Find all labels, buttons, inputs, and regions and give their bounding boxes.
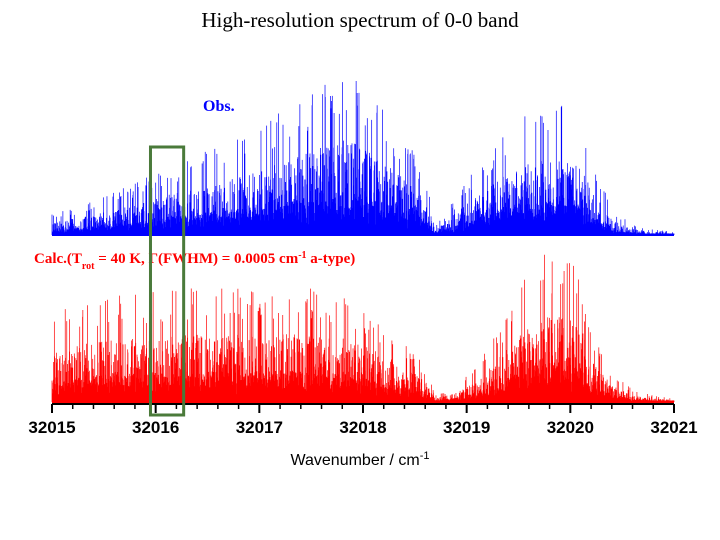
calc-label-suffix: a-type) [307, 251, 356, 267]
x-tick-label: 32017 [236, 418, 283, 437]
x-tick-label: 32020 [547, 418, 594, 437]
calc-label-sup: -1 [298, 250, 306, 261]
x-axis-ticks: 32015 32016 32017 32018 32019 32020 32021 [28, 404, 698, 437]
x-tick-label: 32021 [650, 418, 697, 437]
calc-series-label: Calc.(Trot = 40 K, Γ(FWHM) = 0.0005 cm-1… [34, 250, 355, 272]
obs-series-label: Obs. [203, 98, 235, 115]
highlight-box [148, 145, 186, 417]
obs-spectrum-lines [51, 80, 675, 235]
calc-label-mid: = 40 K, Γ(FWHM) = 0.0005 cm [95, 251, 299, 267]
obs-spectrum-series [51, 80, 675, 236]
x-tick-label: 32016 [132, 418, 179, 437]
x-axis-label-unit-sup: -1 [420, 450, 430, 462]
x-tick-label: 32019 [443, 418, 490, 437]
calc-label-prefix: Calc.(T [34, 251, 82, 267]
calc-label-sub: rot [82, 261, 95, 272]
x-tick-label: 32015 [28, 418, 75, 437]
calc-spectrum-series [51, 254, 675, 403]
calc-spectrum-lines [51, 254, 675, 402]
x-axis-label-text: Wavenumber / cm [291, 452, 420, 469]
x-axis-label: Wavenumber / cm-1 [291, 450, 430, 469]
x-tick-label: 32018 [339, 418, 386, 437]
chart-title: High-resolution spectrum of 0-0 band [201, 8, 519, 32]
